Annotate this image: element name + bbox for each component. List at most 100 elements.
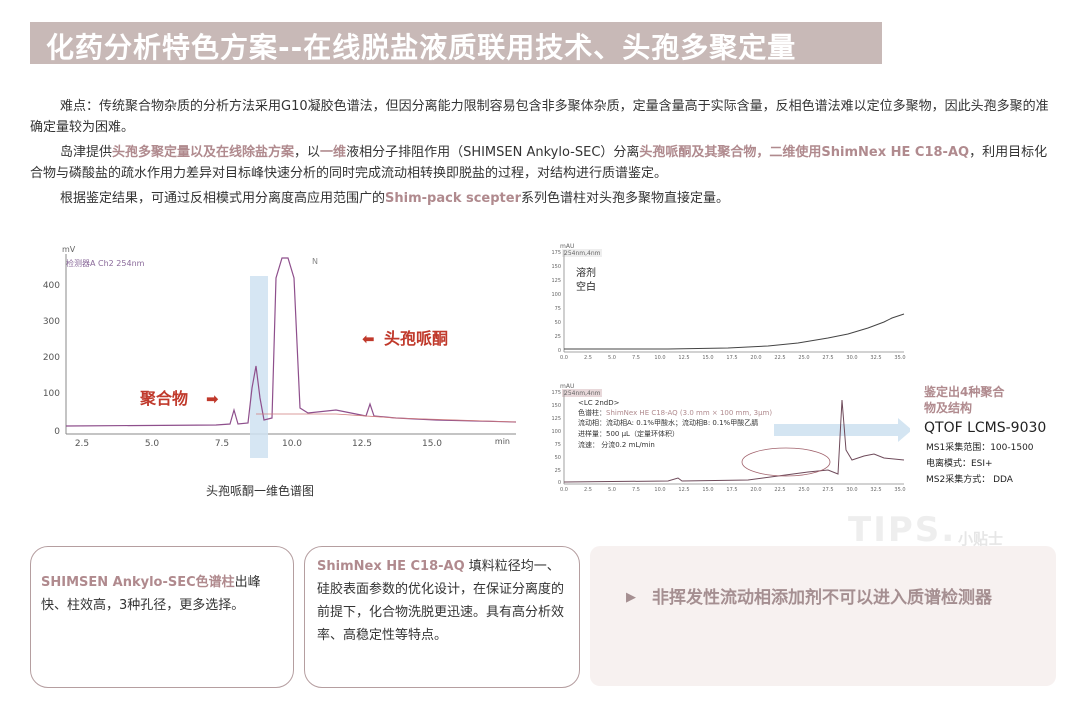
- highlight-band-polymer: [250, 276, 268, 458]
- tr-xtick-3: 7.5: [632, 355, 640, 361]
- cond-flow: 流速： 分流0.2 mL/min: [578, 440, 655, 449]
- chart-tr-xticks: 0.0 2.5 5.0 7.5 10.0 12.5 15.0 17.5 20.0…: [560, 355, 906, 361]
- chart-2d-chromatogram: mAU 254nm,4nm <LC 2ndD> 色谱柱：ShimNex HE C…: [551, 383, 910, 493]
- column-info-box-2: ShimNex HE C18-AQ 填料粒径均一、硅胶表面参数的优化设计，在保证…: [304, 546, 580, 688]
- arrow-to-2d: [250, 450, 526, 458]
- intro-paragraph-1: 难点：传统聚合物杂质的分析方法采用G10凝胶色谱法，但因分离能力限制容易包含非多…: [30, 96, 1060, 138]
- br-xtick-1: 2.5: [584, 487, 592, 493]
- label-solvent: 溶剂: [576, 266, 596, 279]
- br-xtick-11: 27.5: [822, 487, 833, 493]
- tr-xtick-10: 25.0: [798, 355, 809, 361]
- br-xtick-5: 12.5: [678, 487, 689, 493]
- intro-text-2a: 岛津提供: [60, 145, 113, 160]
- br-ytick-125: 125: [551, 416, 561, 422]
- intro-text-2c: ，以: [294, 145, 321, 160]
- chart-solvent-blank: mAU 254nm,4nm 溶剂 空白 175 150 125 100 75 5…: [551, 243, 906, 361]
- chart-br-channel: 254nm,4nm: [564, 390, 601, 397]
- br-xtick-12: 30.0: [846, 487, 857, 493]
- br-ytick-150: 150: [551, 403, 561, 409]
- ms-ion-mode: 电离模式：ESI+: [926, 459, 993, 469]
- tr-xtick-7: 17.5: [726, 355, 737, 361]
- br-xtick-4: 10.0: [654, 487, 665, 493]
- intro-highlight-2d: 一维: [320, 145, 347, 160]
- br-ytick-175: 175: [551, 390, 561, 396]
- br-xtick-3: 7.5: [632, 487, 640, 493]
- br-ytick-0: 0: [558, 480, 561, 486]
- chart-left-yticks: 400 300 200 100 0: [43, 281, 60, 437]
- polymer-region-ellipse: [741, 447, 831, 477]
- arrow-to-ms: [774, 418, 910, 442]
- br-xtick-9: 22.5: [774, 487, 785, 493]
- chart-left-caption: 头孢哌酮一维色谱图: [206, 484, 315, 498]
- ms-ms2-mode: MS2采集方式： DDA: [926, 475, 1013, 485]
- tr-ytick-25: 25: [555, 334, 561, 340]
- br-xtick-2: 5.0: [608, 487, 616, 493]
- chart-tr-channel: 254nm,4nm: [564, 250, 601, 257]
- tr-xtick-13: 32.5: [870, 355, 881, 361]
- tr-ytick-125: 125: [551, 278, 561, 284]
- tr-xtick-12: 30.0: [846, 355, 857, 361]
- ms-identified-line2: 物及结构: [924, 401, 973, 415]
- tr-xtick-0: 0.0: [560, 355, 568, 361]
- arrow-left-icon: ⬅: [362, 330, 375, 348]
- xtick-10-0: 10.0: [282, 439, 302, 449]
- tr-ytick-75: 75: [555, 306, 561, 312]
- br-xtick-14: 35.0: [894, 487, 905, 493]
- intro-highlight-2b: 头孢多聚定量以及在线除盐方案: [112, 145, 295, 160]
- br-ytick-25: 25: [555, 468, 561, 474]
- ytick-100: 100: [43, 389, 60, 399]
- ytick-300: 300: [43, 317, 60, 327]
- tr-xtick-11: 27.5: [822, 355, 833, 361]
- ms-identified-line1: 鉴定出4种聚合: [924, 385, 1005, 399]
- ms-identified-label: 鉴定出4种聚合 物及结构: [924, 384, 1004, 416]
- intro-text-3a: 根据鉴定结果，可通过反相模式用分离度高应用范围广的: [60, 191, 386, 206]
- ms-ms1-range: MS1采集范围：100-1500: [926, 443, 1034, 453]
- ytick-400: 400: [43, 281, 60, 291]
- chart-br-conditions: <LC 2ndD> 色谱柱：ShimNex HE C18-AQ (3.0 mm …: [578, 399, 772, 449]
- xtick-12-5: 12.5: [352, 439, 372, 449]
- br-xtick-7: 17.5: [726, 487, 737, 493]
- trace-blank: [564, 313, 905, 350]
- title-bar: [30, 22, 882, 64]
- cond-mobile: 流动相：流动相A: 0.1%甲酸水；流动相B: 0.1%甲酸乙腈: [578, 418, 758, 427]
- br-xtick-10: 25.0: [798, 487, 809, 493]
- cond-inject: 进样量：500 μL（定量环体积）: [578, 429, 679, 438]
- tr-xtick-9: 22.5: [774, 355, 785, 361]
- intro-paragraph-2: 岛津提供头孢多聚定量以及在线除盐方案，以一维液相分子排阻作用（SHIMSEN A…: [30, 142, 1060, 184]
- chart-left-xticks: 2.5 5.0 7.5 10.0 12.5 15.0 min: [75, 437, 510, 449]
- tr-xtick-1: 2.5: [584, 355, 592, 361]
- intro-text-1: 难点：传统聚合物杂质的分析方法采用G10凝胶色谱法，但因分离能力限制容易包含非多…: [30, 99, 1049, 135]
- tips-watermark: TIPS.: [848, 510, 957, 550]
- chart-left-ylabel: mV: [62, 245, 76, 254]
- intro-paragraph-3: 根据鉴定结果，可通过反相模式用分离度高应用范围广的Shim-pack scept…: [30, 188, 1060, 209]
- chart-br-ylabel: mAU: [560, 383, 574, 390]
- chart-left-channel: 检测器A Ch2 254nm: [66, 258, 145, 268]
- tr-ytick-100: 100: [551, 292, 561, 298]
- br-xtick-8: 20.0: [750, 487, 761, 493]
- xtick-5-0: 5.0: [145, 439, 160, 449]
- ytick-200: 200: [43, 353, 60, 363]
- intro-text-2e: 液相分子排阻作用（SHIMSEN Ankylo-SEC）分离: [346, 145, 640, 160]
- xtick-15-0: 15.0: [422, 439, 442, 449]
- tr-xtick-5: 12.5: [678, 355, 689, 361]
- triangle-right-icon: ▶: [626, 590, 636, 605]
- tips-small-label: 小贴士: [958, 530, 1004, 548]
- br-xtick-6: 15.0: [702, 487, 713, 493]
- column-info-box-1: SHIMSEN Ankylo-SEC色谱柱出峰快、柱效高，3种孔径，更多选择。: [30, 546, 294, 688]
- ytick-0: 0: [54, 427, 60, 437]
- intro-text-2g: ，利用目标化合物与磷酸盐的疏水作用力差异对目标峰快速分析的同时完成流动相转换即脱…: [30, 145, 1048, 181]
- ms-instrument: QTOF LCMS-9030: [924, 420, 1047, 436]
- cond-lc: <LC 2ndD>: [578, 399, 620, 407]
- chart-tr-yticks: 175 150 125 100 75 50 25 0: [551, 250, 561, 354]
- chart-br-channel-bg: [562, 389, 602, 397]
- tr-xtick-6: 15.0: [702, 355, 713, 361]
- tr-xtick-2: 5.0: [608, 355, 616, 361]
- xunit-min: min: [495, 437, 510, 446]
- box1-highlight: SHIMSEN Ankylo-SEC色谱柱: [41, 575, 235, 590]
- tr-ytick-0: 0: [558, 348, 561, 354]
- br-ytick-50: 50: [555, 455, 561, 461]
- intro-text-3c: 系列色谱柱对头孢多聚物直接定量。: [521, 191, 730, 206]
- trace-2d: [563, 399, 905, 483]
- arrow-right-icon: ➡: [206, 390, 219, 408]
- box1-text: 出峰快、柱效高，3种孔径，更多选择。: [41, 575, 261, 613]
